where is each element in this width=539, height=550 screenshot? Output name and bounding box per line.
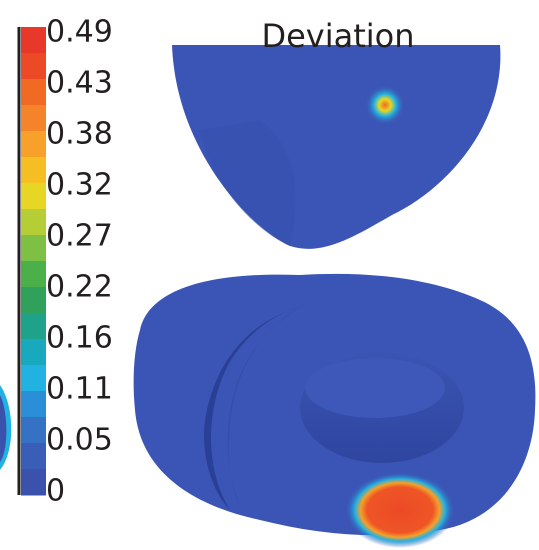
colorbar-segment bbox=[21, 209, 46, 236]
colorbar-segment bbox=[21, 235, 46, 262]
colorbar-label: 0.38 bbox=[46, 117, 113, 152]
colorbar-segment bbox=[21, 53, 46, 80]
edge-object-inner bbox=[0, 395, 7, 462]
colorbar-label: 0.32 bbox=[46, 168, 113, 203]
top-render-shade bbox=[200, 120, 296, 246]
colorbar-segment bbox=[21, 261, 46, 288]
colorbar-label: 0.22 bbox=[46, 270, 113, 305]
colorbar-segment bbox=[21, 391, 46, 418]
colorbar-segment bbox=[21, 79, 46, 106]
colorbar-segment bbox=[21, 131, 46, 158]
colorbar-segment bbox=[21, 27, 46, 54]
colorbar-segment bbox=[21, 339, 46, 366]
colorbar-segment bbox=[21, 469, 46, 496]
colorbar-label: 0.05 bbox=[46, 423, 113, 458]
colorbar-segment bbox=[21, 157, 46, 184]
colorbar: 0.49 0.43 0.38 0.32 0.27 0.22 0.16 0.11 0.05 0 bbox=[17, 15, 113, 509]
colorbar-segment bbox=[21, 105, 46, 132]
oval-top bbox=[305, 358, 445, 418]
colorbar-label: 0.49 bbox=[46, 15, 113, 50]
bottom-hotspot bbox=[345, 472, 455, 548]
colorbar-segment bbox=[21, 417, 46, 444]
colorbar-label: 0.27 bbox=[46, 219, 113, 254]
colorbar-segment bbox=[21, 183, 46, 210]
colorbar-segment bbox=[21, 443, 46, 470]
colorbar-label: 0 bbox=[46, 474, 65, 509]
colorbar-label: 0.11 bbox=[46, 372, 113, 407]
colorbar-label: 0.16 bbox=[46, 321, 113, 356]
colorbar-segment bbox=[21, 313, 46, 340]
colorbar-label: 0.43 bbox=[46, 66, 113, 101]
top-hotspot bbox=[365, 85, 405, 125]
title: Deviation bbox=[261, 17, 414, 55]
colorbar-segment bbox=[21, 365, 46, 392]
colorbar-segment bbox=[21, 287, 46, 314]
